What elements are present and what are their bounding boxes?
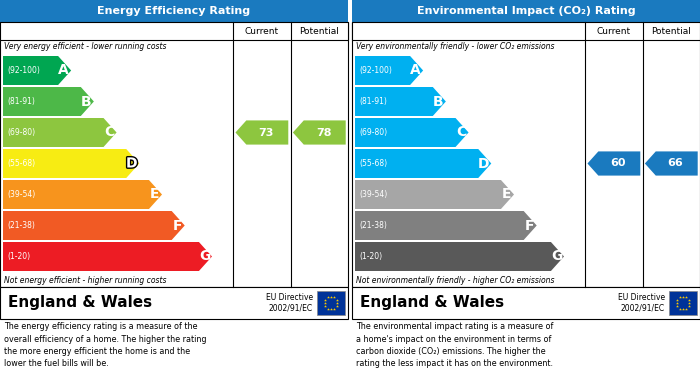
Bar: [0, 22, 348, 287]
Polygon shape: [3, 149, 139, 178]
Polygon shape: [355, 180, 514, 209]
Text: (21-38): (21-38): [7, 221, 35, 230]
Text: (39-54): (39-54): [7, 190, 35, 199]
Text: Not environmentally friendly - higher CO₂ emissions: Not environmentally friendly - higher CO…: [356, 276, 554, 285]
Polygon shape: [3, 118, 117, 147]
Text: (55-68): (55-68): [359, 159, 387, 168]
Text: B: B: [81, 95, 92, 108]
Bar: [669, 291, 697, 314]
Text: Current: Current: [597, 27, 631, 36]
Bar: [352, 287, 700, 319]
Text: C: C: [456, 126, 466, 140]
Text: The environmental impact rating is a measure of
a home's impact on the environme: The environmental impact rating is a mea…: [356, 322, 554, 368]
Bar: [0, 22, 348, 40]
Text: F: F: [524, 219, 534, 233]
Text: 66: 66: [668, 158, 683, 169]
Text: (69-80): (69-80): [7, 128, 35, 137]
Text: 73: 73: [258, 127, 274, 138]
Text: E: E: [150, 188, 159, 201]
Polygon shape: [3, 211, 185, 240]
Polygon shape: [3, 56, 71, 85]
Text: 60: 60: [610, 158, 626, 169]
Text: F: F: [172, 219, 182, 233]
Text: England & Wales: England & Wales: [360, 296, 504, 310]
Text: 78: 78: [316, 127, 331, 138]
Text: England & Wales: England & Wales: [8, 296, 152, 310]
Text: EU Directive
2002/91/EC: EU Directive 2002/91/EC: [618, 293, 665, 313]
Polygon shape: [3, 180, 162, 209]
Bar: [352, 22, 700, 287]
Text: (1-20): (1-20): [359, 252, 382, 261]
Text: (55-68): (55-68): [7, 159, 35, 168]
Text: D: D: [478, 156, 489, 170]
Polygon shape: [235, 120, 288, 145]
Text: (69-80): (69-80): [359, 128, 387, 137]
Text: D: D: [126, 156, 137, 170]
Text: Not energy efficient - higher running costs: Not energy efficient - higher running co…: [4, 276, 167, 285]
Text: A: A: [58, 63, 69, 77]
Text: (39-54): (39-54): [359, 190, 387, 199]
Polygon shape: [3, 87, 94, 116]
Text: Potential: Potential: [300, 27, 339, 36]
Bar: [352, 22, 700, 40]
Polygon shape: [355, 56, 423, 85]
Text: Very environmentally friendly - lower CO₂ emissions: Very environmentally friendly - lower CO…: [356, 42, 554, 51]
Bar: [352, 0, 700, 22]
Text: A: A: [410, 63, 421, 77]
Polygon shape: [355, 211, 537, 240]
Bar: [0, 287, 348, 319]
Text: (81-91): (81-91): [359, 97, 387, 106]
Text: Environmental Impact (CO₂) Rating: Environmental Impact (CO₂) Rating: [416, 6, 636, 16]
Text: C: C: [104, 126, 114, 140]
Text: Energy Efficiency Rating: Energy Efficiency Rating: [97, 6, 251, 16]
Text: (92-100): (92-100): [359, 66, 392, 75]
Polygon shape: [355, 149, 491, 178]
Bar: [317, 291, 345, 314]
Text: G: G: [199, 249, 210, 264]
Text: (21-38): (21-38): [359, 221, 387, 230]
Polygon shape: [645, 151, 698, 176]
Polygon shape: [293, 120, 346, 145]
Polygon shape: [587, 151, 640, 176]
Text: Current: Current: [245, 27, 279, 36]
Text: The energy efficiency rating is a measure of the
overall efficiency of a home. T: The energy efficiency rating is a measur…: [4, 322, 206, 368]
Text: B: B: [433, 95, 444, 108]
Text: (92-100): (92-100): [7, 66, 40, 75]
Polygon shape: [355, 118, 468, 147]
Polygon shape: [355, 87, 446, 116]
Bar: [0, 0, 348, 22]
Text: E: E: [502, 188, 511, 201]
Polygon shape: [3, 242, 212, 271]
Polygon shape: [355, 242, 564, 271]
Text: Potential: Potential: [652, 27, 691, 36]
Text: (1-20): (1-20): [7, 252, 30, 261]
Text: (81-91): (81-91): [7, 97, 35, 106]
Text: G: G: [551, 249, 562, 264]
Text: EU Directive
2002/91/EC: EU Directive 2002/91/EC: [266, 293, 313, 313]
Text: Very energy efficient - lower running costs: Very energy efficient - lower running co…: [4, 42, 167, 51]
